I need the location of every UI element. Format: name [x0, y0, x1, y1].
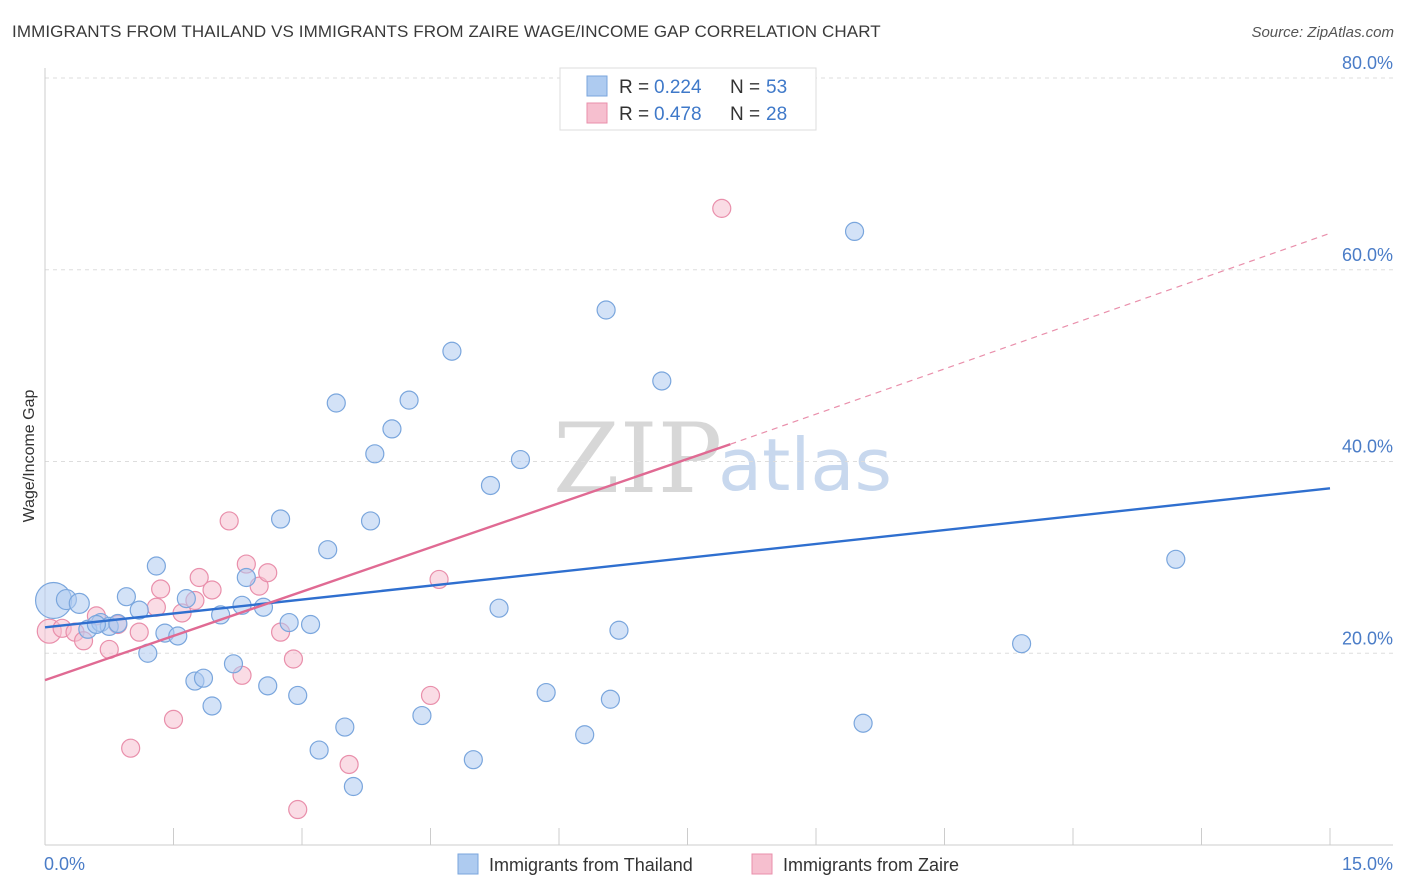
thailand-point-15	[193, 668, 214, 688]
thailand-point-31	[343, 776, 363, 797]
zaire-point-10	[151, 579, 171, 599]
y-axis-label: Wage/Income Gap	[21, 390, 38, 523]
zaire-point-11	[163, 709, 184, 730]
thailand-point-51	[1166, 549, 1186, 569]
thailand-point-8	[129, 600, 149, 620]
thailand-point-2	[68, 592, 90, 614]
zaire-point-7	[121, 738, 141, 758]
thailand-point-36	[412, 705, 432, 726]
source-label: Source: ZipAtlas.com	[1251, 24, 1394, 41]
thailand-point-49	[853, 713, 873, 733]
thailand-point-23	[270, 509, 291, 529]
y-tick-label-40: 40.0%	[1342, 437, 1393, 457]
bottom-legend-label-zaire: Immigrants from Zaire	[783, 855, 959, 875]
series-legend: Immigrants from Thailand Immigrants from…	[457, 853, 959, 875]
thailand-point-50	[1011, 634, 1032, 654]
thailand-point-39	[480, 475, 501, 496]
zaire-point-27	[712, 198, 732, 218]
legend-r-label-thailand: R =	[619, 77, 649, 98]
thailand-trend-line	[44, 487, 1331, 629]
legend-n-label-zaire: N =	[730, 104, 760, 125]
thailand-point-12	[168, 626, 188, 646]
thailand-point-40	[489, 598, 509, 618]
thailand-point-47	[652, 371, 672, 391]
thailand-point-26	[300, 614, 321, 635]
thailand-point-43	[575, 725, 595, 745]
thailand-point-28	[318, 540, 338, 560]
y-tick-labels: 20.0% 40.0% 60.0% 80.0%	[1342, 53, 1393, 648]
thailand-point-13	[176, 589, 196, 609]
thailand-point-6	[108, 613, 128, 634]
thailand-point-45	[600, 689, 621, 709]
zaire-trend-line	[44, 443, 731, 682]
zaire-point-20	[258, 563, 278, 583]
trend-lines	[44, 232, 1331, 682]
thailand-point-10	[146, 556, 166, 576]
thailand-point-48	[844, 221, 865, 241]
legend-swatch-zaire	[586, 102, 608, 124]
thailand-point-16	[202, 696, 222, 716]
legend-r-value-thailand: 0.224	[654, 77, 702, 98]
thailand-point-22	[258, 676, 278, 696]
thailand-point-25	[288, 685, 308, 706]
thailand-point-44	[596, 300, 616, 320]
thailand-point-33	[365, 444, 385, 464]
thailand-point-46	[609, 620, 629, 640]
legend-r-value-zaire: 0.478	[654, 104, 702, 125]
x-tick-label-max: 15.0%	[1342, 854, 1393, 874]
zaire-point-24	[339, 754, 359, 775]
thailand-point-24	[279, 612, 299, 633]
legend-n-label-thailand: N =	[730, 77, 760, 98]
thailand-point-17	[211, 605, 231, 625]
bottom-legend-label-thailand: Immigrants from Thailand	[489, 855, 693, 875]
thailand-point-29	[326, 393, 346, 413]
zaire-trend-extension	[730, 232, 1331, 445]
thailand-point-32	[360, 511, 381, 531]
legend-swatch-thailand	[586, 75, 608, 97]
x-tick-label-min: 0.0%	[44, 854, 85, 874]
legend-n-value-thailand: 53	[766, 77, 787, 98]
zaire-point-8	[129, 622, 149, 642]
watermark-zip: ZIP	[553, 403, 722, 515]
watermark-atlas: atlas	[718, 423, 892, 507]
legend-n-value-zaire: 28	[766, 104, 787, 125]
thailand-point-35	[399, 390, 419, 410]
bottom-legend-swatch-thailand	[457, 853, 479, 875]
thailand-point-42	[536, 682, 556, 703]
zaire-point-25	[420, 685, 441, 706]
thailand-point-34	[382, 419, 402, 439]
chart-title: IMMIGRANTS FROM THAILAND VS IMMIGRANTS F…	[12, 22, 881, 41]
legend-r-label-zaire: R =	[619, 104, 649, 125]
y-tick-label-60: 60.0%	[1342, 245, 1393, 265]
thailand-point-52	[86, 614, 107, 635]
thailand-point-27	[309, 740, 329, 760]
thailand-point-20	[236, 567, 256, 588]
thailand-point-41	[510, 449, 531, 470]
thailand-point-38	[463, 750, 483, 770]
thailand-point-7	[116, 587, 136, 607]
thailand-point-37	[442, 341, 462, 361]
y-tick-label-20: 20.0%	[1342, 628, 1393, 648]
x-axis-ticks	[173, 828, 1331, 845]
thailand-point-30	[335, 717, 355, 737]
thailand-point-18	[223, 654, 244, 674]
bottom-legend-swatch-zaire	[751, 853, 773, 875]
zaire-point-15	[202, 580, 222, 600]
zaire-point-16	[219, 511, 239, 531]
zaire-point-22	[283, 649, 304, 669]
zaire-point-23	[288, 799, 308, 820]
correlation-legend: R = 0.224 N = 53 R = 0.478 N = 28	[559, 67, 817, 131]
y-tick-label-80: 80.0%	[1342, 53, 1393, 73]
zaire-point-14	[189, 567, 209, 588]
